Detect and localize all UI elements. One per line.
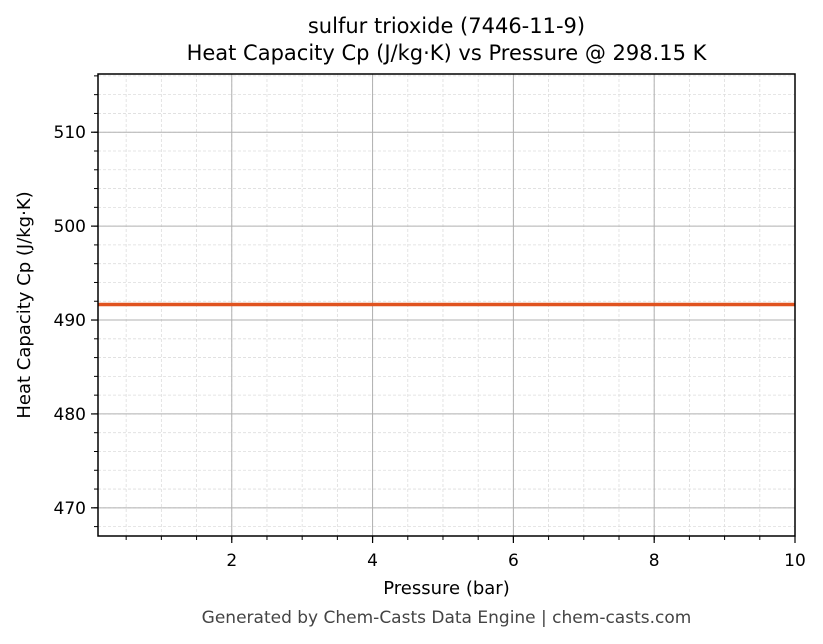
- y-axis-label: Heat Capacity Cp (J/kg·K): [14, 191, 35, 418]
- chart-title-compound: sulfur trioxide (7446-11-9): [307, 14, 586, 38]
- plot-frame: [97, 73, 796, 537]
- y-tick-label: 510: [54, 123, 86, 143]
- x-tick-label: 6: [508, 551, 519, 571]
- x-tick-label: 10: [784, 551, 806, 571]
- y-tick-label: 470: [54, 499, 86, 519]
- footer-credit: Generated by Chem-Casts Data Engine | ch…: [201, 608, 692, 628]
- y-tick-label: 500: [54, 217, 86, 237]
- x-axis-label: Pressure (bar): [383, 578, 509, 599]
- x-tick-label: 4: [367, 551, 378, 571]
- y-tick-label: 480: [54, 405, 86, 425]
- x-tick-label: 8: [649, 551, 660, 571]
- x-tick-label: 2: [226, 551, 237, 571]
- chart-title-property: Heat Capacity Cp (J/kg·K) vs Pressure @ …: [186, 41, 707, 65]
- y-tick-label: 490: [54, 311, 86, 331]
